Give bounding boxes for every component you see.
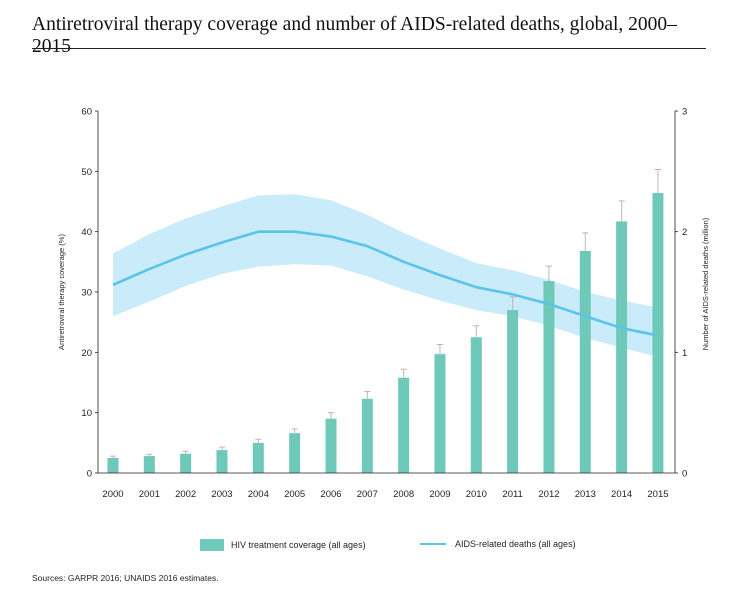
x-axis-tick-label: 2007 <box>357 489 378 500</box>
legend-swatch-line <box>420 542 446 546</box>
right-axis-tick-label: 2 <box>682 227 687 238</box>
legend-label-deaths: AIDS-related deaths (all ages) <box>455 539 576 549</box>
right-axis-tick-label: 3 <box>682 107 687 118</box>
coverage-bar-2001 <box>143 456 155 473</box>
right-axis-tick-label: 0 <box>682 469 687 480</box>
chart-title: Antiretroviral therapy coverage and numb… <box>32 14 677 57</box>
x-axis-tick-label: 2014 <box>611 489 632 500</box>
deaths-line <box>112 230 659 337</box>
left-axis-tick-label: 30 <box>81 288 92 299</box>
coverage-bar-2004 <box>252 442 264 473</box>
coverage-bar-2003 <box>216 450 228 473</box>
left-axis-tick-label: 20 <box>81 348 92 359</box>
x-axis-tick-label: 2015 <box>647 489 668 500</box>
legend-label-coverage: HIV treatment coverage (all ages) <box>231 540 366 550</box>
deaths-uncertainty-band <box>113 194 658 358</box>
x-axis-tick-label: 2010 <box>466 489 487 500</box>
coverage-bar-2002 <box>180 453 192 473</box>
x-axis-tick-label: 2003 <box>211 489 232 500</box>
x-axis-tick-label: 2009 <box>429 489 450 500</box>
coverage-bar-2014 <box>616 221 628 473</box>
left-axis-tick-label: 60 <box>81 107 92 118</box>
left-axis-tick-label: 50 <box>81 167 92 178</box>
coverage-bar-2012 <box>543 281 555 473</box>
x-axis-tick-label: 2006 <box>320 489 341 500</box>
coverage-bar-2000 <box>107 457 119 473</box>
left-axis-tick-label: 40 <box>81 227 92 238</box>
x-axis-tick-label: 2011 <box>502 489 522 500</box>
x-axis-tick-label: 2004 <box>248 489 269 500</box>
right-axis-tick-label: 1 <box>682 348 687 359</box>
coverage-bar-2007 <box>361 398 373 473</box>
x-axis-tick-label: 2013 <box>575 489 596 500</box>
coverage-bar-2005 <box>289 433 301 473</box>
x-axis-tick-label: 2001 <box>139 489 160 500</box>
coverage-bar-2013 <box>579 250 591 473</box>
x-axis-tick-label: 2000 <box>102 489 123 500</box>
right-axis-title: Number of AIDS-related deaths (million) <box>701 217 710 350</box>
coverage-bar-2008 <box>398 377 410 473</box>
left-axis-title: Antiretroviral therapy coverage (%) <box>57 234 66 350</box>
x-axis-tick-label: 2012 <box>538 489 559 500</box>
source-note: Sources: GARPR 2016; UNAIDS 2016 estimat… <box>32 573 219 583</box>
coverage-bar-2015 <box>652 193 664 473</box>
x-axis-tick-label: 2008 <box>393 489 414 500</box>
legend-item-coverage: HIV treatment coverage (all ages) <box>200 539 366 551</box>
legend-swatch-bar <box>200 539 224 551</box>
coverage-bar-2010 <box>470 337 482 473</box>
coverage-bar-2006 <box>325 418 337 473</box>
coverage-bar-2011 <box>507 310 519 473</box>
x-axis-tick-label: 2005 <box>284 489 305 500</box>
legend-item-deaths: AIDS-related deaths (all ages) <box>420 539 576 549</box>
left-axis-tick-label: 0 <box>87 469 92 480</box>
x-axis-tick-label: 2002 <box>175 489 196 500</box>
title-divider <box>32 48 706 49</box>
left-axis-tick-label: 10 <box>81 408 92 419</box>
coverage-bar-2009 <box>434 354 446 473</box>
